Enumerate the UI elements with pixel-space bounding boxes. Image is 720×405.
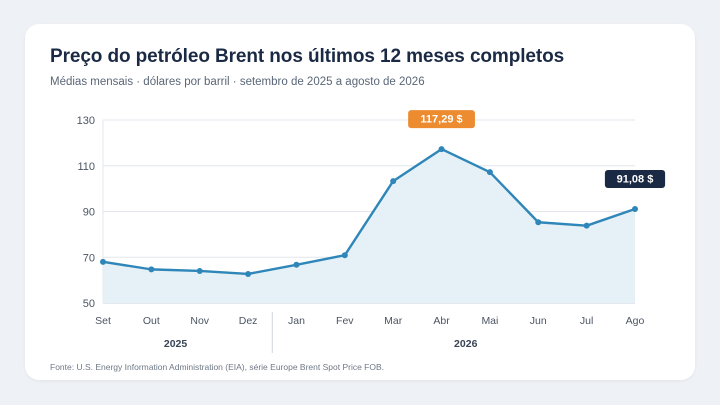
chart-title: Preço do petróleo Brent nos últimos 12 m… — [50, 46, 565, 67]
data-line — [101, 147, 637, 276]
x-tick-label: Mar — [384, 315, 403, 327]
line-chart: 50 70 90 110 130 Set Out Nov Dez Jan Fev Mar Abr Mai… — [77, 110, 666, 353]
x-tick-label: Mai — [481, 315, 498, 327]
data-point — [535, 219, 542, 226]
x-tick-label: Jun — [530, 315, 547, 327]
data-point — [148, 266, 155, 273]
chart-subtitle: Médias mensais · dólares por barril · se… — [50, 76, 425, 88]
data-point — [293, 261, 300, 268]
data-point — [486, 169, 493, 176]
data-point — [341, 252, 348, 259]
year-label: 2025 — [164, 338, 188, 350]
x-tick-label: Set — [95, 315, 111, 327]
data-point — [196, 267, 203, 274]
data-point — [438, 146, 445, 153]
data-point — [632, 206, 638, 213]
y-axis-labels: 50 70 90 110 130 — [77, 115, 95, 310]
data-point — [245, 270, 252, 277]
badge-label: 117,29 $ — [420, 114, 462, 126]
area-fill — [103, 149, 635, 303]
y-tick-label: 50 — [83, 298, 95, 310]
annotation-badge: 117,29 $ — [408, 110, 475, 129]
x-tick-label: Jul — [580, 315, 593, 327]
year-label: 2026 — [454, 338, 478, 350]
source-note: Fonte: U.S. Energy Information Administr… — [50, 362, 385, 372]
data-point — [583, 222, 590, 229]
y-tick-label: 90 — [83, 207, 95, 219]
x-tick-label: Ago — [626, 315, 645, 327]
x-tick-label: Abr — [433, 315, 450, 327]
y-tick-label: 70 — [83, 252, 95, 264]
data-point — [390, 178, 397, 185]
x-tick-label: Jan — [288, 315, 305, 327]
y-tick-label: 130 — [77, 115, 95, 127]
data-points — [100, 146, 638, 277]
badge-background — [604, 170, 666, 189]
x-tick-label: Dez — [239, 315, 258, 327]
data-area — [103, 149, 635, 303]
y-tick-label: 110 — [77, 161, 95, 173]
badge-label: 91,08 $ — [617, 174, 654, 186]
chart-card: Preço do petróleo Brent nos últimos 12 m… — [25, 24, 695, 380]
series-line — [101, 147, 637, 276]
x-tick-label: Fev — [336, 315, 354, 327]
badge-background — [408, 110, 475, 129]
year-labels: 2025 2026 — [164, 312, 478, 353]
x-tick-label: Out — [143, 315, 160, 327]
data-point — [100, 258, 106, 265]
value-annotations: 117,29 $ 91,08 $ — [408, 110, 666, 189]
annotation-badge: 91,08 $ — [604, 170, 666, 189]
x-tick-label: Nov — [190, 315, 209, 327]
x-axis-labels: Set Out Nov Dez Jan Fev Mar Abr Mai Jun Jul Ago — [95, 315, 644, 327]
